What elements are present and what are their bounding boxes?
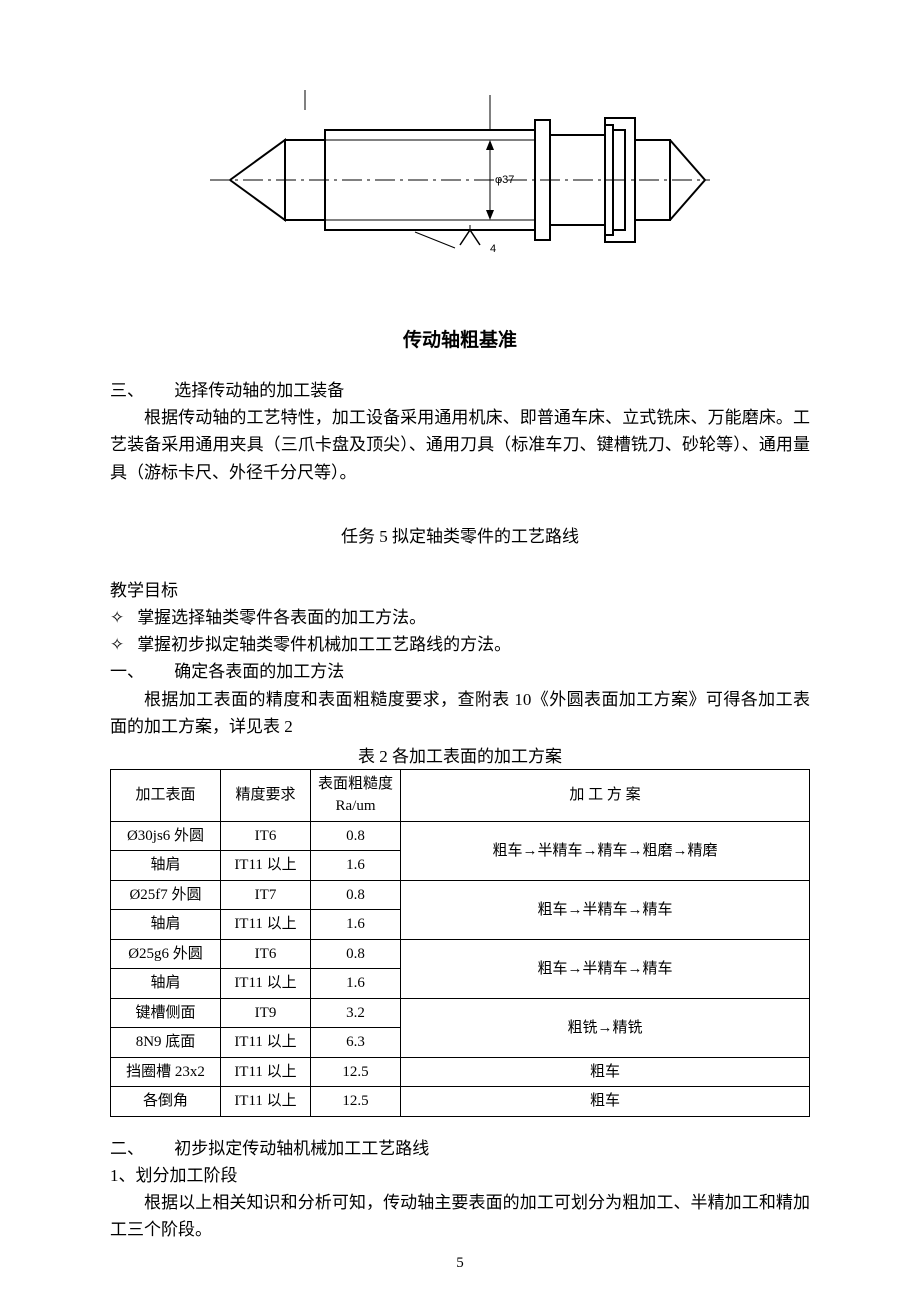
cell-surface: 轴肩 (111, 910, 221, 940)
teach-goal-item: 掌握选择轴类零件各表面的加工方法。 (110, 604, 810, 631)
section2-sub1-text: 划分加工阶段 (136, 1166, 238, 1185)
table2: 加工表面 精度要求 表面粗糙度 Ra/um 加 工 方 案 Ø30js6 外圆I… (110, 769, 810, 1117)
table-col-rough: 表面粗糙度 Ra/um (311, 769, 401, 821)
cell-rough: 0.8 (311, 939, 401, 969)
cell-rough: 0.8 (311, 880, 401, 910)
cell-plan: 粗车→半精车→精车 (401, 880, 810, 939)
cell-prec: IT11 以上 (221, 969, 311, 999)
section1-heading: 一、 确定各表面的加工方法 (110, 658, 810, 685)
shaft-figure: φ37 4 (210, 80, 710, 285)
section2-sub1-body: 根据以上相关知识和分析可知，传动轴主要表面的加工可划分为粗加工、半精加工和精加工… (110, 1189, 810, 1243)
cell-plan: 粗车 (401, 1057, 810, 1087)
table-row: Ø25f7 外圆IT70.8粗车→半精车→精车 (111, 880, 810, 910)
cell-surface: 键槽侧面 (111, 998, 221, 1028)
section1-body: 根据加工表面的精度和表面粗糙度要求，查附表 10《外圆表面加工方案》可得各加工表… (110, 686, 810, 740)
cell-surface: Ø25f7 外圆 (111, 880, 221, 910)
section3-title: 选择传动轴的加工装备 (174, 381, 344, 400)
cell-prec: IT9 (221, 998, 311, 1028)
section3-body: 根据传动轴的工艺特性，加工设备采用通用机床、即普通车床、立式铣床、万能磨床。工艺… (110, 404, 810, 486)
cell-rough: 0.8 (311, 821, 401, 851)
cell-rough: 6.3 (311, 1028, 401, 1058)
section3-num: 三、 (110, 377, 170, 404)
shaft-svg: φ37 4 (210, 80, 710, 280)
cell-plan: 粗车→半精车→精车→粗磨→精磨 (401, 821, 810, 880)
table2-caption: 表 2 各加工表面的加工方案 (110, 742, 810, 767)
section1-num: 一、 (110, 658, 170, 685)
section2-sub1-num: 1、 (110, 1166, 136, 1185)
cell-rough: 3.2 (311, 998, 401, 1028)
cell-prec: IT11 以上 (221, 851, 311, 881)
table-col-surface: 加工表面 (111, 769, 221, 821)
teach-goal-list: 掌握选择轴类零件各表面的加工方法。 掌握初步拟定轴类零件机械加工工艺路线的方法。 (110, 604, 810, 658)
cell-prec: IT11 以上 (221, 1028, 311, 1058)
cell-rough: 12.5 (311, 1087, 401, 1117)
cell-prec: IT7 (221, 880, 311, 910)
section3-heading: 三、 选择传动轴的加工装备 (110, 377, 810, 404)
table-row: 键槽侧面IT93.2粗铣→精铣 (111, 998, 810, 1028)
section2-sub1: 1、划分加工阶段 (110, 1162, 810, 1189)
angle-label: 4 (490, 243, 496, 255)
cell-rough: 1.6 (311, 969, 401, 999)
table-row: Ø30js6 外圆IT60.8粗车→半精车→精车→粗磨→精磨 (111, 821, 810, 851)
figure-title: 传动轴粗基准 (110, 325, 810, 352)
cell-surface: 轴肩 (111, 969, 221, 999)
cell-prec: IT6 (221, 939, 311, 969)
table-row: Ø25g6 外圆IT60.8粗车→半精车→精车 (111, 939, 810, 969)
section1-title: 确定各表面的加工方法 (174, 662, 344, 681)
cell-surface: Ø25g6 外圆 (111, 939, 221, 969)
cell-rough: 1.6 (311, 851, 401, 881)
table-row: 挡圈槽 23x2IT11 以上12.5粗车 (111, 1057, 810, 1087)
cell-plan: 粗车 (401, 1087, 810, 1117)
teach-goal-label: 教学目标 (110, 577, 810, 604)
section2-heading: 二、 初步拟定传动轴机械加工工艺路线 (110, 1135, 810, 1162)
cell-surface: 各倒角 (111, 1087, 221, 1117)
table-col-prec: 精度要求 (221, 769, 311, 821)
teach-goal-item: 掌握初步拟定轴类零件机械加工工艺路线的方法。 (110, 631, 810, 658)
cell-rough: 1.6 (311, 910, 401, 940)
table-row: 各倒角IT11 以上12.5粗车 (111, 1087, 810, 1117)
diameter-label: φ37 (495, 174, 514, 186)
cell-surface: 挡圈槽 23x2 (111, 1057, 221, 1087)
cell-rough: 12.5 (311, 1057, 401, 1087)
cell-surface: 8N9 底面 (111, 1028, 221, 1058)
cell-plan: 粗铣→精铣 (401, 998, 810, 1057)
section2-title: 初步拟定传动轴机械加工工艺路线 (174, 1139, 429, 1158)
task5-title: 任务 5 拟定轴类零件的工艺路线 (110, 522, 810, 547)
table-header-row: 加工表面 精度要求 表面粗糙度 Ra/um 加 工 方 案 (111, 769, 810, 821)
table-col-plan: 加 工 方 案 (401, 769, 810, 821)
cell-prec: IT6 (221, 821, 311, 851)
cell-prec: IT11 以上 (221, 1057, 311, 1087)
section2-num: 二、 (110, 1135, 170, 1162)
cell-plan: 粗车→半精车→精车 (401, 939, 810, 998)
cell-surface: 轴肩 (111, 851, 221, 881)
page-number: 5 (0, 1255, 920, 1272)
cell-prec: IT11 以上 (221, 1087, 311, 1117)
cell-surface: Ø30js6 外圆 (111, 821, 221, 851)
cell-prec: IT11 以上 (221, 910, 311, 940)
